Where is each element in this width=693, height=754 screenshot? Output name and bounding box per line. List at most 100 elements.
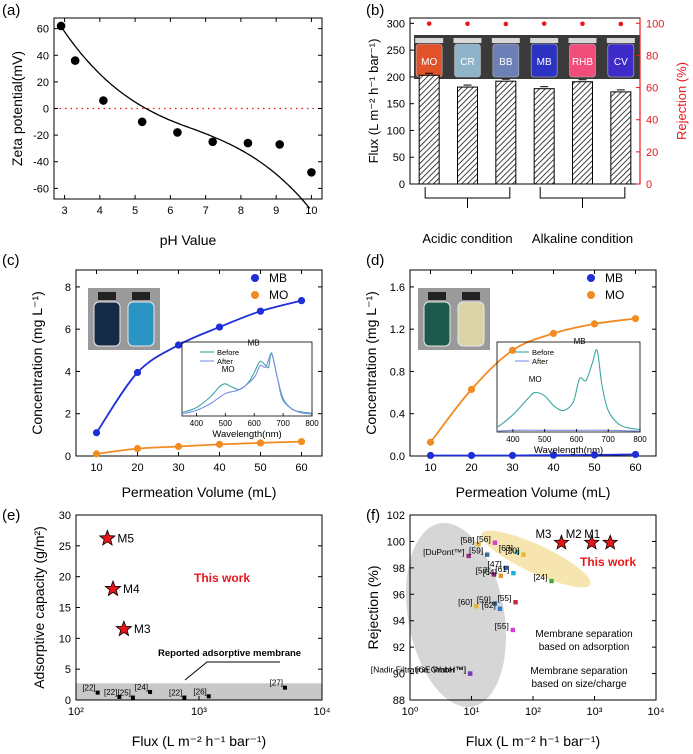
- inset-annotation-mb: MB: [248, 338, 260, 347]
- y-axis-label: Rejection (%): [365, 565, 381, 649]
- data-point-mb: [174, 341, 183, 349]
- reported-band: [76, 683, 322, 700]
- inset-x-tick-label: 400: [506, 435, 520, 444]
- reported-label: [62]: [482, 600, 496, 610]
- vial-cap: [132, 292, 150, 300]
- reported-label: [60]: [458, 597, 472, 607]
- y-tick-label: -20: [33, 130, 49, 142]
- x-tick-label: 8: [238, 205, 244, 217]
- x-tick-label: 9: [273, 205, 279, 217]
- x-tick-label: 30: [506, 462, 518, 474]
- y-axis-label: Concentration (mg L⁻¹): [29, 291, 45, 435]
- inset-curve-before: [181, 352, 313, 414]
- vial-cap: [606, 38, 635, 43]
- flux-bar: [572, 81, 593, 185]
- y-axis-label: Adsorptive capacity (g/m²): [31, 526, 47, 689]
- data-point-mo: [631, 315, 640, 323]
- inset-x-label: Wavelength(nm): [212, 429, 281, 440]
- flux-bar: [457, 86, 478, 185]
- vial-photo: [414, 35, 640, 79]
- y-tick-label: 20: [59, 572, 71, 584]
- data-point-mb: [297, 297, 306, 305]
- reported-point: [492, 601, 498, 606]
- x-axis-label: Permeation Volume (mL): [456, 484, 611, 500]
- reported-point: [503, 565, 508, 571]
- inset-curve-after: [181, 353, 313, 415]
- x-tick-label: 50: [588, 462, 600, 474]
- reported-label: [DuPont™]: [423, 547, 465, 557]
- reported-point: [206, 694, 211, 699]
- legend-label: MO: [269, 288, 288, 302]
- inset-x-tick-label: 500: [219, 419, 233, 428]
- reported-point: [148, 689, 153, 694]
- panel-a: (a) 60 40 20 0 -20 -40 -60 3 4 5 6 7 8 9 10 pH Value Zeta…: [2, 2, 323, 248]
- this-work-star: [602, 534, 619, 550]
- y2-tick-label: 100: [646, 18, 664, 30]
- x-tick-label: 10: [90, 462, 102, 474]
- rejection-point: [580, 21, 585, 27]
- group-bracket: [539, 187, 626, 208]
- vial-cap: [568, 38, 597, 43]
- x-tick-label: 10²: [525, 706, 541, 718]
- vial-label: MB: [537, 57, 552, 68]
- vial: [93, 301, 121, 347]
- x-tick-label: 20: [131, 462, 143, 474]
- data-point-mb: [256, 307, 265, 315]
- reported-label: [64]: [483, 567, 497, 577]
- y-tick-label: 20: [37, 77, 49, 89]
- reported-label: [GE Water™]: [416, 665, 466, 675]
- y-tick-label: 8: [65, 282, 71, 294]
- vial-cap: [453, 38, 482, 43]
- reported-label: [20]: [505, 546, 519, 556]
- rejection-point: [503, 21, 509, 27]
- data-point-mo: [174, 442, 183, 451]
- data-point-mb: [549, 451, 558, 459]
- reported-point: [182, 695, 187, 700]
- x-tick-label: 50: [254, 462, 266, 474]
- y-axis-label: Zeta potential(mV): [9, 51, 25, 166]
- inset-x-tick-label: 600: [248, 419, 262, 428]
- this-work-label: M3: [535, 529, 551, 541]
- inset-curve-before: [496, 349, 641, 430]
- reported-label: [57]: [476, 565, 490, 575]
- vial-cap: [98, 292, 116, 300]
- x-tick-label: 10: [305, 205, 317, 217]
- y-tick-label: 60: [37, 24, 49, 36]
- this-work-star: [104, 579, 122, 597]
- reported-label: [58]: [460, 535, 474, 545]
- x-tick-label: 10⁴: [314, 706, 331, 718]
- x-tick-label: 4: [97, 205, 103, 217]
- data-point-mb: [133, 368, 142, 377]
- panel-d: (d) 0.0 0.4 0.8 1.2 1.6 10 20 30 40 50 60 Permeation…: [363, 252, 657, 500]
- reported-point: [514, 549, 520, 555]
- this-work-label: M4: [123, 582, 140, 596]
- reported-label: [24]: [533, 572, 547, 582]
- y2-tick-label: 80: [646, 50, 658, 62]
- reported-point: [130, 695, 135, 700]
- y-tick-label: 1.6: [390, 282, 405, 294]
- reported-point: [491, 572, 496, 577]
- reported-pointer: [184, 661, 280, 681]
- y-tick-label: 100: [387, 536, 405, 548]
- reported-label: [59]: [469, 546, 483, 556]
- this-work-star: [553, 534, 570, 550]
- data-point-mo: [590, 320, 599, 328]
- data-point-mb: [92, 429, 101, 437]
- legend-marker: [251, 274, 259, 282]
- y-tick-label: 2: [65, 409, 71, 421]
- reported-label: [59]: [477, 595, 491, 605]
- y2-tick-label: 20: [646, 147, 658, 159]
- data-point-mb: [631, 450, 640, 459]
- inset-legend-label: After: [532, 357, 548, 366]
- reported-point: [95, 690, 100, 695]
- inset-frame: [181, 341, 313, 417]
- vial: [423, 301, 451, 347]
- reported-point: [513, 600, 518, 605]
- vial-cap: [462, 292, 480, 300]
- inset-curve-after: [496, 429, 641, 432]
- reported-label: [Nadir Filtration GmbH™]: [371, 665, 466, 675]
- panel-label: (d): [366, 252, 384, 269]
- inset-x-tick-label: 600: [570, 435, 584, 444]
- data-point-mo: [297, 438, 306, 446]
- reported-label: [56]: [477, 534, 491, 544]
